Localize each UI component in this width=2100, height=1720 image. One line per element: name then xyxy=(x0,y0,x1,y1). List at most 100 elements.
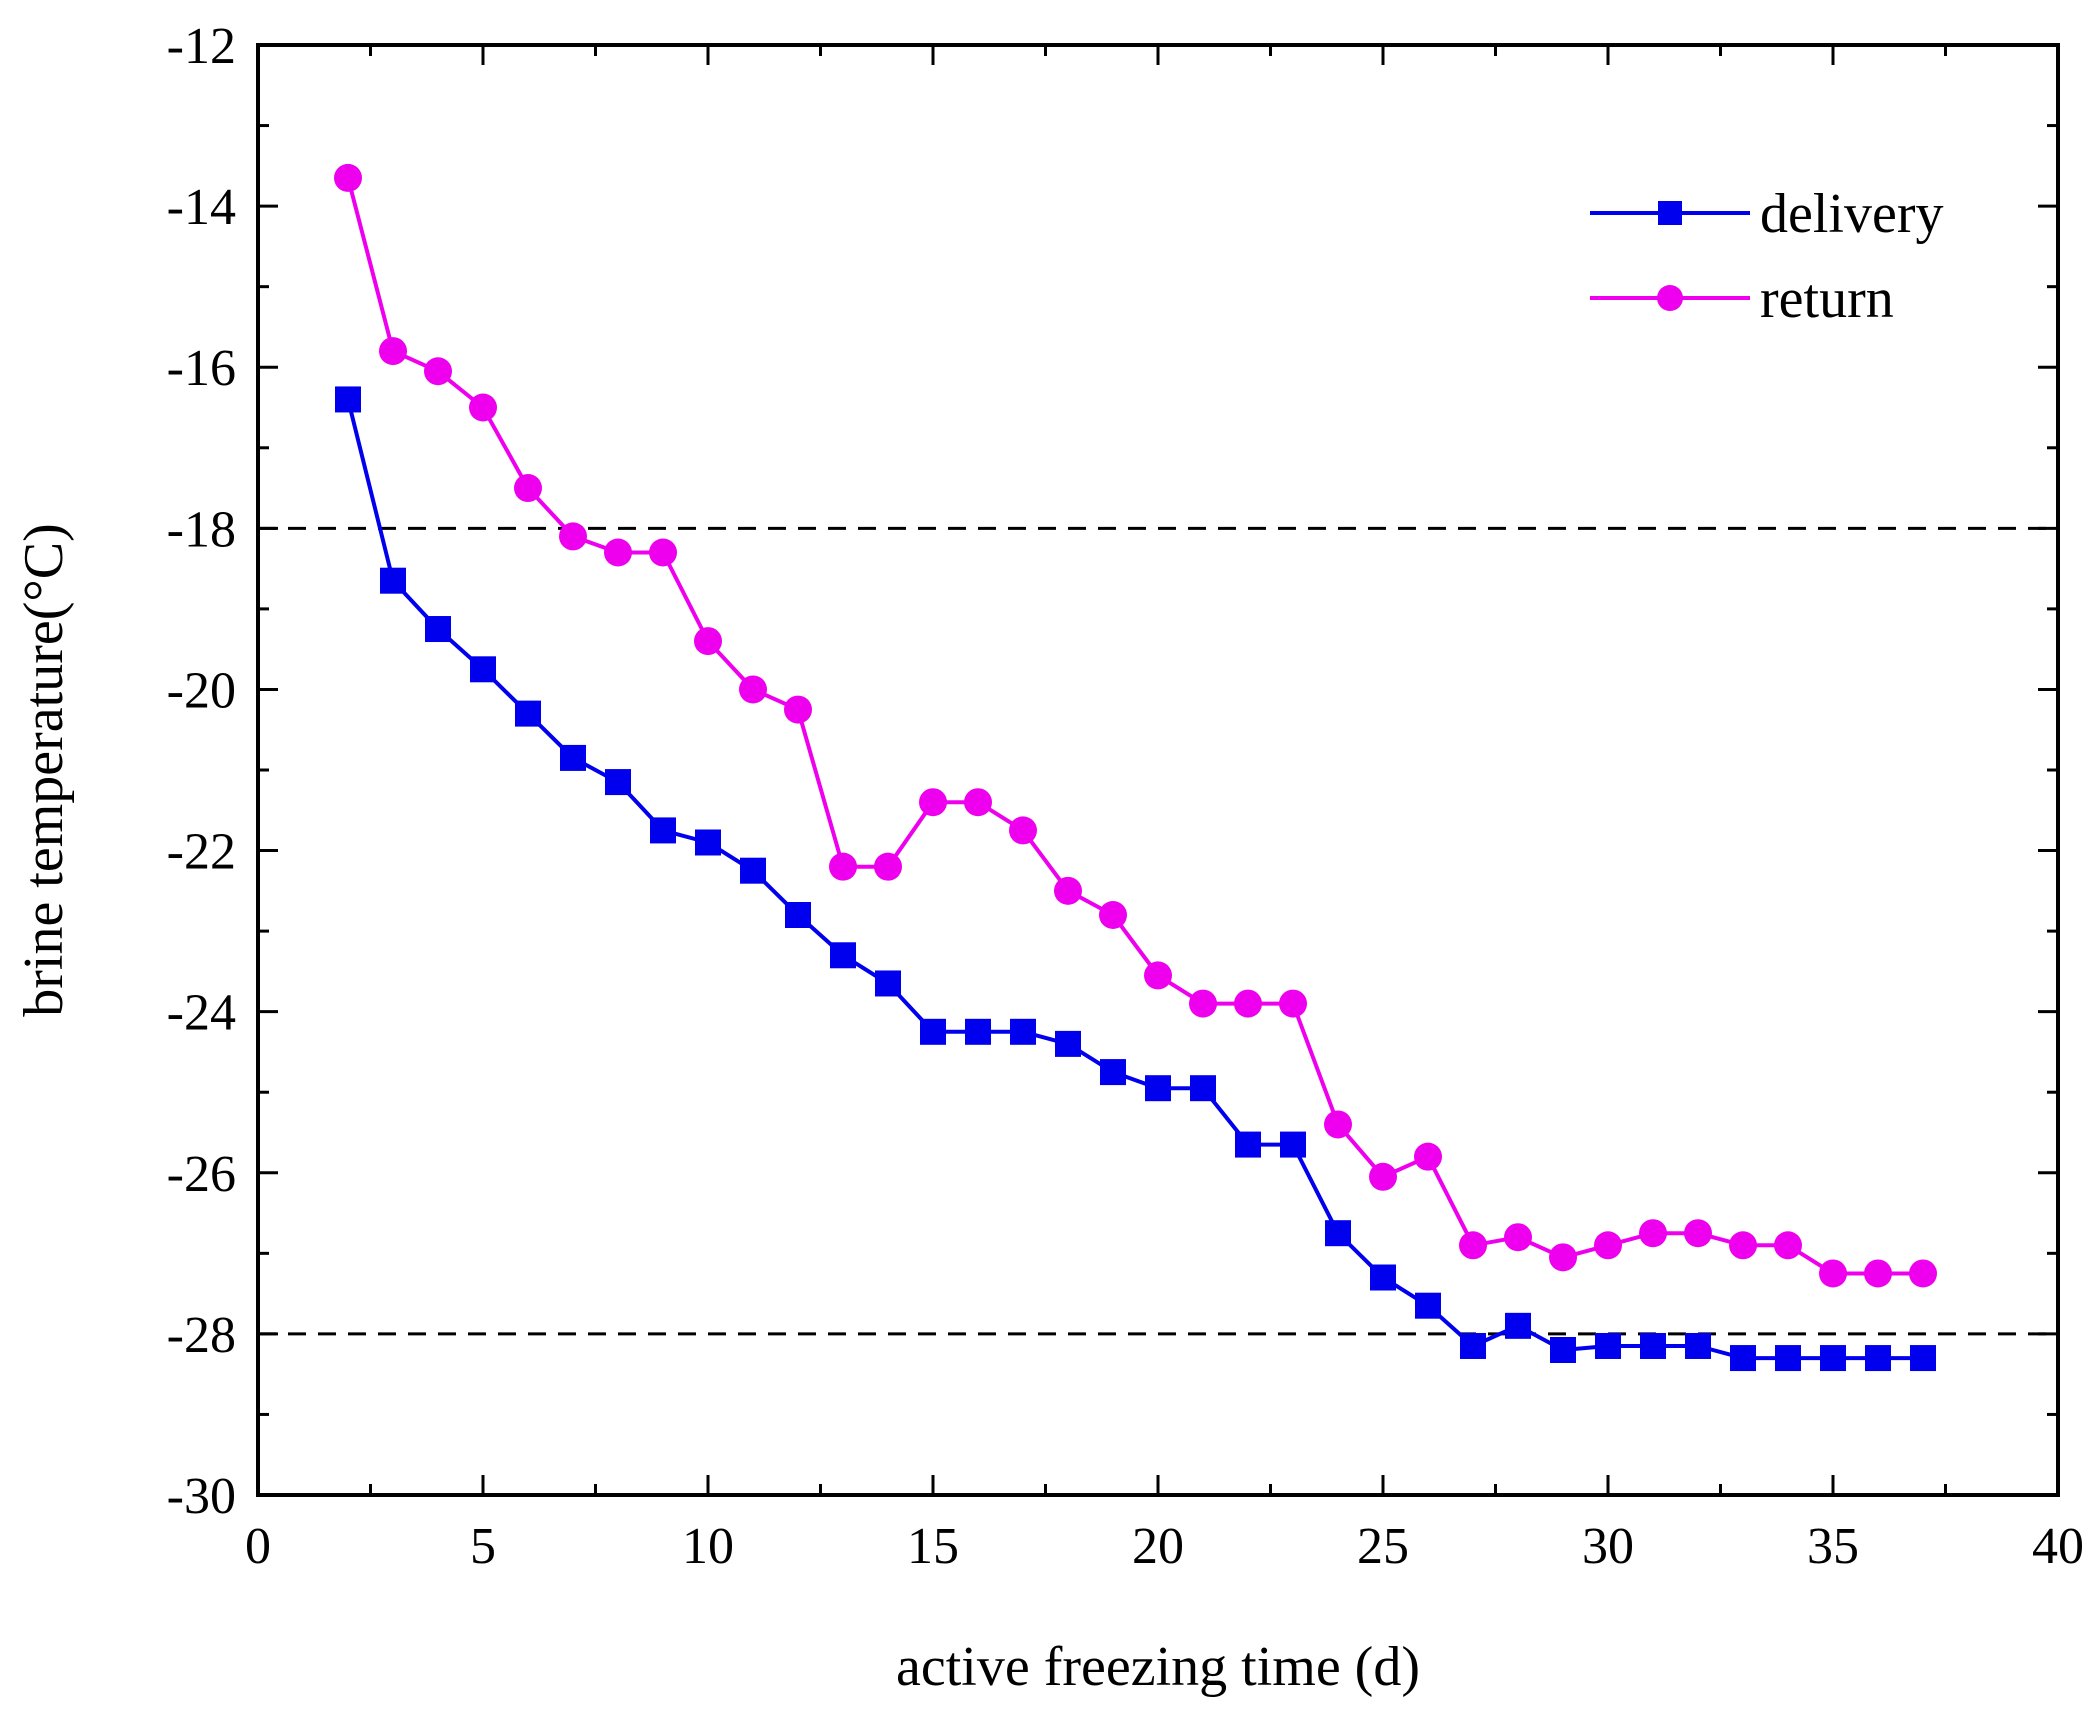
legend-label-delivery: delivery xyxy=(1760,183,1943,245)
plot-frame xyxy=(256,43,2060,1497)
legend-marker-delivery xyxy=(1658,201,1682,225)
data-point-delivery xyxy=(1865,1345,1891,1372)
y-tick-label: -22 xyxy=(167,824,236,881)
data-point-delivery xyxy=(1685,1332,1711,1359)
data-point-delivery xyxy=(695,829,721,856)
data-point-return xyxy=(514,474,542,503)
y-tick-label: -30 xyxy=(167,1468,236,1525)
data-point-delivery xyxy=(1280,1131,1306,1158)
data-point-delivery xyxy=(1595,1332,1621,1359)
data-point-return xyxy=(1909,1259,1937,1288)
data-point-delivery xyxy=(1640,1332,1666,1359)
x-tick-label: 25 xyxy=(1357,1518,1409,1575)
legend-label-return: return xyxy=(1760,268,1894,330)
data-point-delivery xyxy=(1550,1337,1576,1363)
data-point-delivery xyxy=(740,857,766,884)
data-point-return xyxy=(1234,989,1262,1018)
data-point-delivery xyxy=(920,1018,946,1045)
data-point-delivery xyxy=(1235,1131,1261,1158)
x-tick-label: 0 xyxy=(245,1518,271,1575)
series-line-return xyxy=(346,177,1923,1276)
data-point-return xyxy=(829,852,857,881)
data-point-return xyxy=(919,788,947,817)
data-point-delivery xyxy=(1730,1345,1756,1372)
data-point-return xyxy=(1279,989,1307,1018)
data-point-return xyxy=(1414,1142,1442,1171)
data-point-delivery xyxy=(605,769,631,796)
y-tick-label: -12 xyxy=(167,18,236,75)
data-point-delivery xyxy=(830,942,856,969)
data-point-delivery xyxy=(785,902,811,928)
data-point-delivery xyxy=(650,817,676,844)
y-tick-label: -18 xyxy=(167,501,236,558)
data-point-return xyxy=(1774,1231,1802,1260)
data-point-delivery xyxy=(1145,1075,1171,1102)
x-axis-title: active freezing time (d) xyxy=(896,1636,1420,1698)
data-point-return xyxy=(1009,816,1037,845)
y-axis-title: brine temperature(°C) xyxy=(13,523,75,1017)
data-point-delivery xyxy=(1190,1075,1216,1102)
data-point-return xyxy=(1189,989,1217,1018)
y-tick-label: -20 xyxy=(167,662,236,719)
data-point-return xyxy=(1729,1231,1757,1260)
series xyxy=(334,163,1937,1372)
data-point-delivery xyxy=(1460,1332,1486,1359)
data-point-return xyxy=(1369,1162,1397,1191)
x-tick-label: 40 xyxy=(2032,1518,2084,1575)
data-point-delivery xyxy=(335,386,361,413)
data-point-return xyxy=(1144,961,1172,990)
data-point-return xyxy=(424,357,452,386)
data-point-return xyxy=(334,163,362,192)
y-tick-label: -24 xyxy=(167,985,236,1042)
reference-lines xyxy=(258,526,2058,1336)
data-point-delivery xyxy=(1820,1345,1846,1372)
data-point-delivery xyxy=(1325,1220,1351,1247)
data-point-return xyxy=(649,538,677,567)
data-point-delivery xyxy=(1055,1030,1081,1057)
data-point-delivery xyxy=(1370,1264,1396,1291)
data-point-return xyxy=(1459,1231,1487,1260)
data-point-return xyxy=(739,675,767,704)
x-tick-label: 15 xyxy=(907,1518,959,1575)
data-point-delivery xyxy=(425,616,451,643)
data-point-return xyxy=(874,852,902,881)
data-point-return xyxy=(1324,1110,1352,1139)
x-tick-label: 20 xyxy=(1132,1518,1184,1575)
data-point-delivery xyxy=(1910,1345,1936,1372)
data-point-return xyxy=(1099,901,1127,929)
data-point-delivery xyxy=(560,744,586,771)
data-point-return xyxy=(469,393,497,422)
data-point-return xyxy=(1054,876,1082,905)
data-point-delivery xyxy=(1505,1312,1531,1339)
data-point-delivery xyxy=(875,970,901,997)
data-point-delivery xyxy=(515,700,541,727)
y-tick-label: -26 xyxy=(167,1146,236,1203)
data-point-delivery xyxy=(380,567,406,594)
x-tick-label: 35 xyxy=(1807,1518,1859,1575)
y-tick-label: -14 xyxy=(167,179,236,236)
data-point-return xyxy=(1819,1259,1847,1288)
data-point-delivery xyxy=(1100,1059,1126,1086)
data-point-delivery xyxy=(470,656,496,683)
x-tick-label: 30 xyxy=(1582,1518,1634,1575)
axes xyxy=(256,43,2060,1497)
data-point-return xyxy=(694,627,722,656)
data-point-return xyxy=(559,522,587,551)
legend-marker-return xyxy=(1657,285,1683,311)
data-point-delivery xyxy=(1010,1018,1036,1045)
data-point-delivery xyxy=(1775,1345,1801,1372)
data-point-delivery xyxy=(965,1018,991,1045)
x-tick-label: 5 xyxy=(470,1518,496,1575)
legend-item-return: return xyxy=(1590,268,1894,330)
data-point-return xyxy=(1549,1243,1577,1272)
series-delivery xyxy=(335,386,1936,1372)
series-return xyxy=(334,163,1937,1288)
ticks xyxy=(256,43,2060,1497)
data-point-delivery xyxy=(1415,1292,1441,1319)
data-point-return xyxy=(1639,1219,1667,1248)
y-tick-label: -28 xyxy=(167,1307,236,1364)
legend: delivery return xyxy=(1590,183,1943,330)
data-point-return xyxy=(1864,1259,1892,1288)
x-tick-label: 10 xyxy=(682,1518,734,1575)
